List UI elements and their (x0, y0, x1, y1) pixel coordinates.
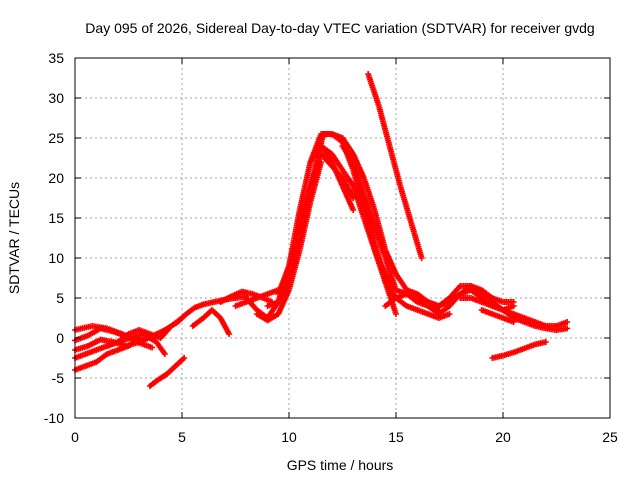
data-point (149, 344, 156, 351)
data-point (446, 311, 453, 317)
y-tick-label: 30 (48, 90, 64, 106)
series-t7 (146, 355, 188, 389)
series-t23 (457, 295, 517, 313)
data-point (393, 311, 399, 317)
series-t6 (104, 315, 185, 349)
y-tick-label: 10 (48, 250, 64, 266)
series-t19 (339, 143, 399, 293)
series-t25 (489, 339, 549, 361)
data-point (564, 325, 571, 332)
y-tick-label: 5 (56, 290, 64, 306)
series-t5 (72, 335, 143, 373)
y-tick-label: 20 (48, 170, 64, 186)
grid (75, 58, 610, 418)
data-point (350, 207, 357, 213)
data-point (136, 335, 143, 341)
y-tick-label: 15 (48, 210, 64, 226)
axis-ticks (74, 57, 611, 419)
y-tick-labels: -10 -5 0 5 10 15 20 25 30 35 (44, 50, 64, 426)
x-tick-label: 25 (602, 429, 618, 445)
data-point (393, 287, 399, 293)
data-point (161, 351, 168, 357)
x-tick-labels: 0 5 10 15 20 25 (71, 429, 618, 445)
x-tick-label: 0 (71, 429, 79, 445)
data-point (564, 319, 571, 325)
data-point (181, 355, 188, 361)
data-point (179, 315, 185, 321)
y-tick-label: 0 (56, 330, 64, 346)
series-t18 (328, 131, 517, 309)
series-t20 (365, 71, 425, 261)
y-tick-label: -10 (44, 410, 64, 426)
y-tick-label: -5 (52, 370, 65, 386)
series-t24 (478, 307, 517, 325)
data-point (226, 331, 233, 337)
data-layer (72, 71, 571, 389)
plot-frame (74, 57, 611, 419)
chart-title: Day 095 of 2026, Sidereal Day-to-day VTE… (85, 20, 594, 36)
x-axis-label: GPS time / hours (287, 457, 394, 473)
y-tick-label: 25 (48, 130, 64, 146)
x-tick-label: 15 (388, 429, 404, 445)
x-tick-label: 5 (178, 429, 186, 445)
x-tick-label: 10 (281, 429, 297, 445)
data-point (542, 339, 549, 345)
y-axis-label: SDTVAR / TECUs (6, 182, 22, 294)
data-point (510, 303, 517, 309)
x-tick-label: 20 (495, 429, 511, 445)
y-tick-label: 35 (48, 50, 64, 66)
series-t9 (189, 307, 233, 337)
data-point (418, 255, 425, 261)
data-point (510, 319, 517, 325)
